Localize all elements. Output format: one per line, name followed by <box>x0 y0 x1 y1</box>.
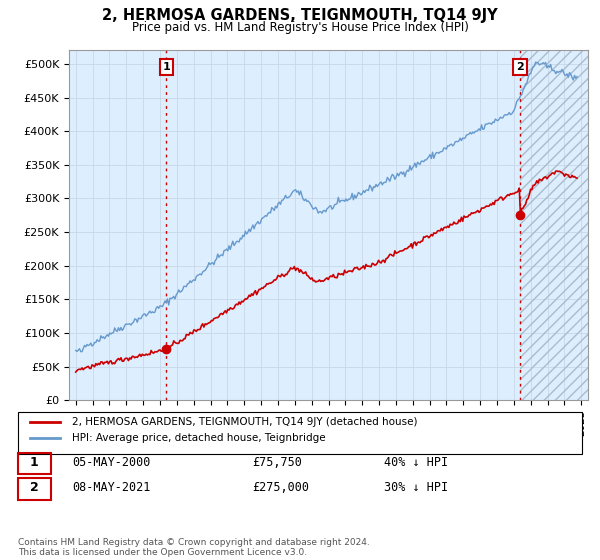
Text: HPI: Average price, detached house, Teignbridge: HPI: Average price, detached house, Teig… <box>72 433 326 444</box>
Text: 40% ↓ HPI: 40% ↓ HPI <box>384 455 448 469</box>
Text: 30% ↓ HPI: 30% ↓ HPI <box>384 480 448 494</box>
Text: Contains HM Land Registry data © Crown copyright and database right 2024.
This d: Contains HM Land Registry data © Crown c… <box>18 538 370 557</box>
Text: £75,750: £75,750 <box>252 455 302 469</box>
Text: 2: 2 <box>516 62 524 72</box>
Bar <box>520 50 590 400</box>
Text: 2, HERMOSA GARDENS, TEIGNMOUTH, TQ14 9JY: 2, HERMOSA GARDENS, TEIGNMOUTH, TQ14 9JY <box>102 8 498 24</box>
Text: 05-MAY-2000: 05-MAY-2000 <box>72 455 151 469</box>
Text: 1: 1 <box>163 62 170 72</box>
Text: 2, HERMOSA GARDENS, TEIGNMOUTH, TQ14 9JY (detached house): 2, HERMOSA GARDENS, TEIGNMOUTH, TQ14 9JY… <box>72 417 418 427</box>
Text: 08-MAY-2021: 08-MAY-2021 <box>72 480 151 494</box>
Text: Price paid vs. HM Land Registry's House Price Index (HPI): Price paid vs. HM Land Registry's House … <box>131 21 469 34</box>
Text: £275,000: £275,000 <box>252 480 309 494</box>
Text: 1: 1 <box>30 455 38 469</box>
Text: 2: 2 <box>30 480 38 494</box>
